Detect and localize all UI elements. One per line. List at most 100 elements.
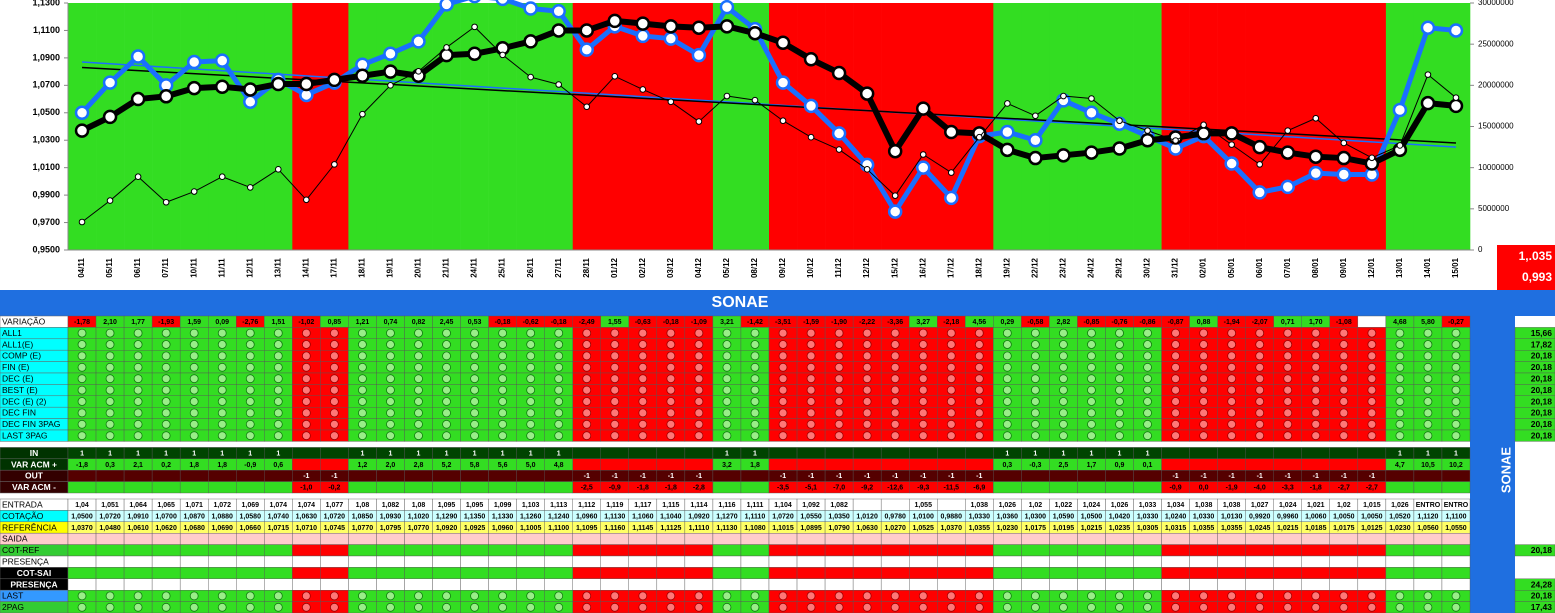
point xyxy=(467,46,482,62)
status-dot xyxy=(946,374,956,384)
cell xyxy=(1245,555,1274,568)
status-dot xyxy=(498,408,508,418)
cell xyxy=(516,544,545,557)
cell-value: -2,7 xyxy=(1366,485,1378,492)
cell xyxy=(1077,578,1106,591)
status-dot xyxy=(245,408,255,418)
cell xyxy=(600,447,630,459)
status-dot xyxy=(1395,351,1405,361)
y2-tick-label: 5000000 xyxy=(1478,204,1510,213)
cell xyxy=(404,578,433,591)
cell xyxy=(572,447,601,459)
status-dot xyxy=(1227,328,1237,338)
status-dot xyxy=(1171,362,1180,372)
cell-value: 0,3 xyxy=(105,462,115,469)
status-dot xyxy=(161,385,171,395)
status-dot xyxy=(470,419,479,429)
x-tick-label: 25/11 xyxy=(498,258,507,278)
x-tick-label: 28/11 xyxy=(582,258,591,278)
cell xyxy=(207,533,237,545)
cell-value: -3,51 xyxy=(775,319,791,326)
cell-value: 1,0960 xyxy=(576,513,598,520)
cell xyxy=(151,544,181,557)
status-dot xyxy=(974,351,984,361)
cell-value: -1,8 xyxy=(637,485,649,492)
status-dot xyxy=(442,362,451,372)
status-dot xyxy=(694,385,704,395)
cell xyxy=(348,481,377,494)
cell-value: 1,7 xyxy=(1087,462,1097,469)
cell xyxy=(712,533,742,545)
status-dot xyxy=(1115,602,1124,612)
cell-value: 1,1290 xyxy=(436,513,458,520)
status-dot xyxy=(1199,408,1209,418)
point xyxy=(1396,142,1404,149)
band xyxy=(180,3,209,250)
cell xyxy=(1161,533,1190,545)
status-dot xyxy=(862,351,872,361)
status-dot xyxy=(273,351,283,361)
cell-value: 1,0370 xyxy=(941,525,963,532)
cell xyxy=(348,544,377,557)
point xyxy=(1452,94,1460,101)
cell-value: 1,0720 xyxy=(772,513,794,520)
cell-value: 1,0420 xyxy=(1109,513,1131,520)
x-tick-label: 13/11 xyxy=(273,258,282,278)
cell-value: -1 xyxy=(976,473,982,480)
status-dot xyxy=(77,328,87,338)
cell xyxy=(264,578,293,591)
point xyxy=(1448,23,1464,38)
status-dot xyxy=(806,385,816,395)
status-dot xyxy=(1395,374,1405,384)
cell xyxy=(656,533,686,545)
cell-value: -2,22 xyxy=(859,319,875,326)
status-dot xyxy=(778,408,788,418)
cell-value: 1,0355 xyxy=(969,525,991,532)
cell-value: 4,8 xyxy=(554,462,564,469)
cell xyxy=(628,447,658,459)
cell xyxy=(572,458,601,471)
status-dot xyxy=(189,340,199,349)
cell-value: -2,18 xyxy=(943,319,959,326)
status-dot xyxy=(1367,602,1377,612)
cell xyxy=(1357,458,1387,471)
cell-value: 1 xyxy=(725,450,729,457)
cell-value: -3,5 xyxy=(777,485,789,492)
cell-value: -12,6 xyxy=(887,485,903,492)
cell xyxy=(1105,544,1134,557)
status-dot xyxy=(1171,419,1180,429)
cell-value: 1,0920 xyxy=(688,513,710,520)
cell xyxy=(264,544,293,557)
cell xyxy=(207,567,237,580)
cell-value: 1,0300 xyxy=(1025,513,1047,520)
cell xyxy=(1357,533,1387,545)
cell xyxy=(600,555,630,568)
cell xyxy=(179,555,209,568)
cell xyxy=(656,458,686,471)
status-dot xyxy=(470,374,479,384)
status-dot xyxy=(582,397,592,406)
cell-value: 1,033 xyxy=(1139,502,1157,509)
cell-value: 1 xyxy=(1005,450,1009,457)
cell xyxy=(1189,533,1218,545)
status-dot xyxy=(77,385,87,395)
point xyxy=(891,192,899,199)
cell xyxy=(909,458,938,471)
point xyxy=(859,86,875,101)
cell-value: -1 xyxy=(892,473,898,480)
cell xyxy=(572,544,601,557)
cell-value: 1,055 xyxy=(914,502,932,509)
status-dot xyxy=(1002,431,1012,441)
status-dot xyxy=(806,408,816,418)
cell xyxy=(656,578,686,591)
cell xyxy=(179,470,209,482)
cell xyxy=(852,544,882,557)
cell-value: 4,56 xyxy=(972,319,986,326)
cell-value: 1,0370 xyxy=(71,525,93,532)
cell-value: 1,092 xyxy=(802,502,820,509)
status-dot xyxy=(610,374,620,384)
point xyxy=(719,19,735,34)
status-dot xyxy=(806,602,816,612)
cell-value: 1 xyxy=(1033,450,1037,457)
status-dot xyxy=(1367,419,1377,429)
